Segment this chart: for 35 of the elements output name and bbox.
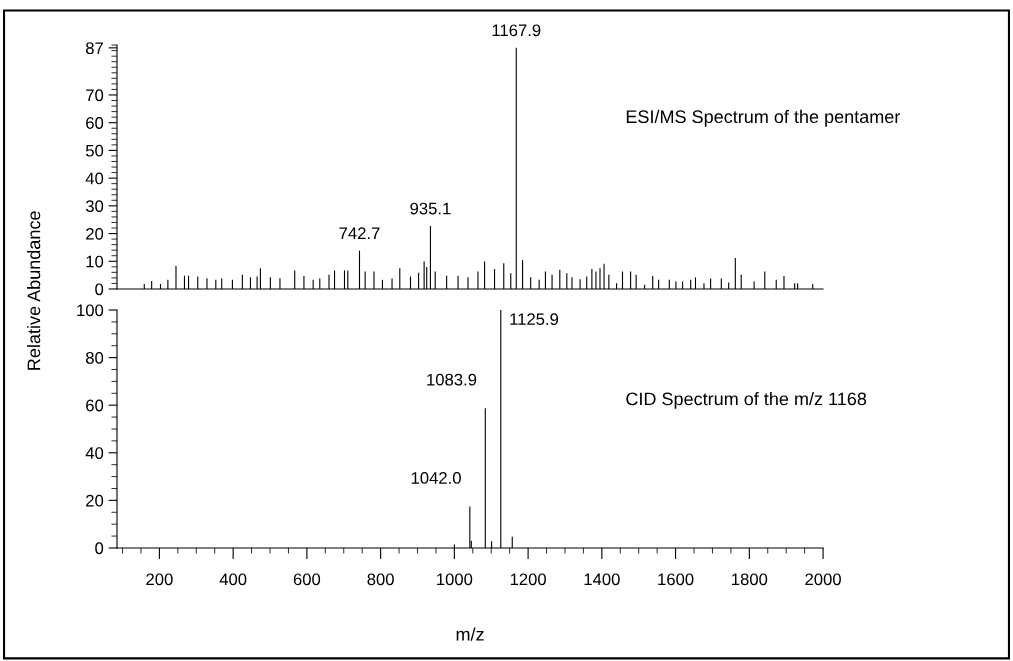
x-tick-label: 200 [146,573,173,586]
y-tick-label: 20 [86,494,104,507]
y-tick-label: 10 [86,255,104,268]
x-tick-label: 1600 [658,573,694,586]
annotation: 742.7 [339,227,380,239]
y-tick-label: 50 [85,144,104,157]
y-tick-label: 20 [86,227,104,240]
annotation: 935.1 [410,202,451,215]
y-tick-label: 70 [86,89,104,102]
x-tick-label: 1800 [732,573,768,586]
x-axis-title: m/z [456,627,484,641]
y-tick-label: 30 [85,200,104,213]
annotation: CID Spectrum of the m/z 1168 [626,392,867,409]
x-tick-label: 800 [367,573,394,586]
annotation: ESI/MS Spectrum of the pentamer [626,109,901,127]
x-tick-label: 1000 [437,573,473,586]
annotation: 1042.0 [411,472,461,484]
y-axis-title: Relative Abundance [27,211,41,370]
y-tick-label: 60 [86,399,104,412]
annotation: 1125.9 [510,313,559,326]
y-tick-label: 40 [85,172,104,185]
y-tick-label: 40 [85,447,104,459]
y-tick-label: 80 [85,352,104,364]
annotation: 1167.9 [492,24,541,37]
y-tick-label: 100 [77,304,104,317]
y-tick-label: 60 [86,117,104,129]
x-tick-label: 400 [219,573,247,586]
x-tick-label: 2000 [805,573,841,586]
y-tick-label: 0 [95,283,104,296]
y-tick-label: 87 [85,42,103,55]
annotation: 1083.9 [427,373,477,386]
x-tick-label: 1200 [510,573,546,586]
x-tick-label: 600 [293,573,321,586]
y-tick-label: 0 [95,542,104,555]
x-tick-label: 1400 [584,573,620,586]
